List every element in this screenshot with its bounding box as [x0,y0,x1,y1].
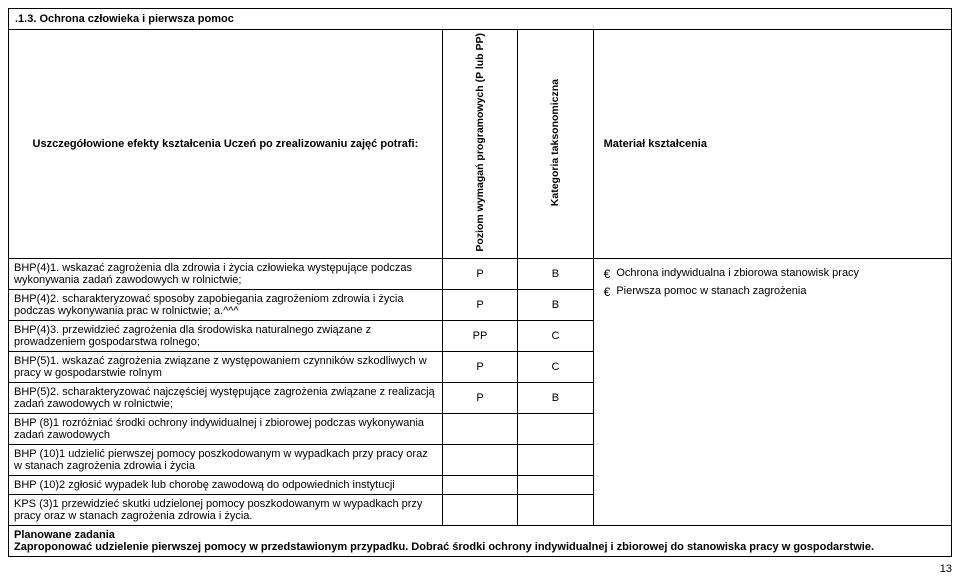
level-cell [442,413,517,444]
material-item: Ochrona indywidualna i zbiorowa stanowis… [616,267,859,279]
bullet-icon: € [604,267,611,281]
section-title: .1.3. Ochrona człowieka i pierwsza pomoc [9,9,952,30]
level-cell [442,494,517,525]
category-cell [518,475,593,494]
level-cell: P [442,258,517,289]
header-level-text: Poziom wymagań programowych (P lub PP) [474,33,486,252]
planned-cell: Planowane zadania Zaproponować udzieleni… [9,525,952,556]
effect-cell: KPS (3)1 przewidzieć skutki udzielonej p… [9,494,443,525]
category-cell: C [518,351,593,382]
header-category: Kategoria taksonomiczna [518,30,593,259]
category-cell: B [518,382,593,413]
category-cell [518,444,593,475]
level-cell [442,444,517,475]
category-cell: B [518,289,593,320]
effect-cell: BHP(4)1. wskazać zagrożenia dla zdrowia … [9,258,443,289]
material-item: Pierwsza pomoc w stanach zagrożenia [616,285,806,297]
header-level: Poziom wymagań programowych (P lub PP) [442,30,517,259]
header-material: Materiał kształcenia [593,30,951,259]
category-cell [518,494,593,525]
document-table: .1.3. Ochrona człowieka i pierwsza pomoc… [8,8,952,557]
page-number: 13 [8,557,952,575]
level-cell: P [442,382,517,413]
planned-label: Planowane zadania [14,529,115,541]
level-cell [442,475,517,494]
material-cell: € Ochrona indywidualna i zbiorowa stanowi… [593,258,951,525]
level-cell: P [442,289,517,320]
category-cell: C [518,320,593,351]
effect-cell: BHP(5)1. wskazać zagrożenia związane z w… [9,351,443,382]
category-cell: B [518,258,593,289]
header-effects: Uszczegółowione efekty kształcenia Uczeń… [9,30,443,259]
level-cell: P [442,351,517,382]
planned-text: Zaproponować udzielenie pierwszej pomocy… [14,541,874,553]
effect-cell: BHP (10)1 udzielić pierwszej pomocy posz… [9,444,443,475]
effect-cell: BHP(5)2. scharakteryzować najczęściej wy… [9,382,443,413]
effect-cell: BHP (8)1 rozróżniać środki ochrony indyw… [9,413,443,444]
category-cell [518,413,593,444]
bullet-icon: € [604,285,611,299]
effect-cell: BHP (10)2 zgłosić wypadek lub chorobę za… [9,475,443,494]
level-cell: PP [442,320,517,351]
effect-cell: BHP(4)2. scharakteryzować sposoby zapobi… [9,289,443,320]
header-category-text: Kategoria taksonomiczna [549,79,561,206]
effect-cell: BHP(4)3. przewidzieć zagrożenia dla środ… [9,320,443,351]
